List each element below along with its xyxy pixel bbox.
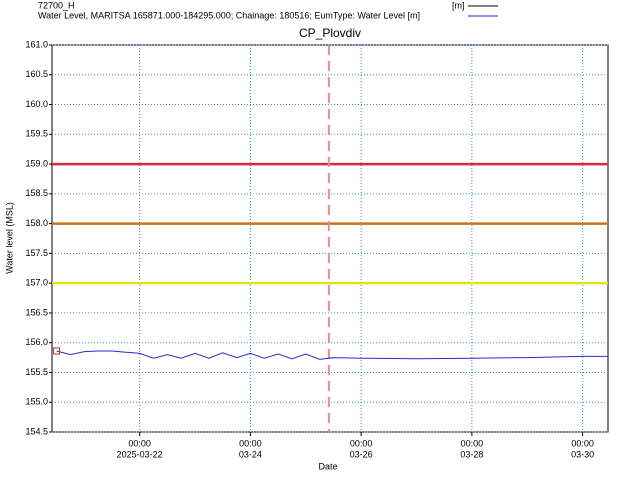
legend-label: 72700_H — [38, 0, 75, 10]
y-tick-label: 155.0 — [25, 397, 48, 407]
legend-label: Water Level, MARITSA 165871.000-184295.0… — [38, 10, 420, 20]
y-tick-label: 156.0 — [25, 337, 48, 347]
x-tick-date: 03-26 — [350, 449, 373, 459]
y-tick-label: 154.5 — [25, 426, 48, 436]
observation-marker — [53, 347, 61, 355]
y-tick-label: 155.5 — [25, 367, 48, 377]
y-axis-label: Water level (MSL) — [4, 202, 14, 274]
y-tick-label: 156.5 — [25, 307, 48, 317]
x-tick-label: 00:00 — [571, 438, 594, 448]
x-axis-label: Date — [318, 461, 337, 471]
y-tick-label: 160.5 — [25, 69, 48, 79]
y-tick-label: 157.0 — [25, 278, 48, 288]
x-tick-date: 03-24 — [239, 449, 262, 459]
y-tick-label: 158.5 — [25, 188, 48, 198]
x-tick-date: 03-28 — [460, 449, 483, 459]
y-tick-label: 159.0 — [25, 158, 48, 168]
x-tick-label: 00:00 — [128, 438, 151, 448]
plot-area — [51, 44, 609, 433]
y-tick-label: 160.0 — [25, 99, 48, 109]
x-tick-date: 2025-03-22 — [117, 449, 163, 459]
y-tick-label: 158.0 — [25, 218, 48, 228]
chart-title: CP_Plovdiv — [299, 26, 361, 40]
series-line — [56, 350, 608, 360]
y-tick-label: 161.0 — [25, 39, 48, 49]
x-tick-label: 00:00 — [239, 438, 262, 448]
x-tick-label: 00:00 — [461, 438, 484, 448]
legend-unit: [m] — [452, 0, 465, 10]
x-tick-date: 03-30 — [571, 449, 594, 459]
y-tick-label: 157.5 — [25, 248, 48, 258]
x-tick-label: 00:00 — [350, 438, 373, 448]
y-tick-label: 159.5 — [25, 129, 48, 139]
